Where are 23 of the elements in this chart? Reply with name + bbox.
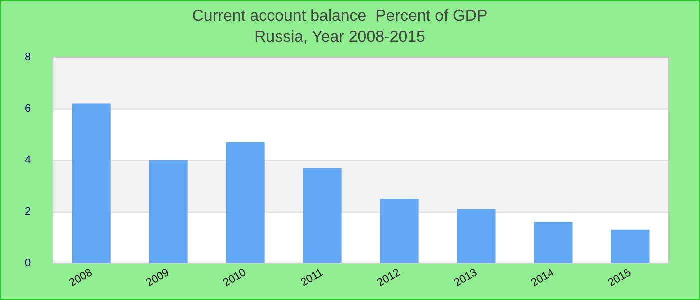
x-tick-label: 2008 <box>67 266 95 290</box>
bar <box>380 198 419 264</box>
bar <box>611 230 650 264</box>
chart-title: Current account balance Percent of GDP <box>192 8 488 26</box>
bar <box>457 209 496 264</box>
y-tick-label: 2 <box>24 206 32 218</box>
x-tick-label: 2014 <box>529 266 557 290</box>
bar <box>226 142 265 264</box>
y-tick-label: 6 <box>24 102 32 115</box>
y-tick-label: 0 <box>24 257 32 270</box>
bar <box>72 104 111 264</box>
chart-subtitle: Russia, Year 2008-2015 <box>254 29 426 46</box>
x-tick-label: 2011 <box>299 266 326 290</box>
x-tick-label: 2012 <box>375 266 403 290</box>
y-tick-label: 8 <box>24 51 32 64</box>
y-tick-label: 4 <box>24 154 32 166</box>
bar <box>534 222 573 264</box>
bar <box>303 168 342 264</box>
x-tick-label: 2009 <box>144 266 172 290</box>
x-tick-label: 2015 <box>606 266 634 290</box>
bar <box>149 160 188 264</box>
x-tick-label: 2010 <box>221 266 249 290</box>
x-tick-label: 2013 <box>452 266 480 290</box>
